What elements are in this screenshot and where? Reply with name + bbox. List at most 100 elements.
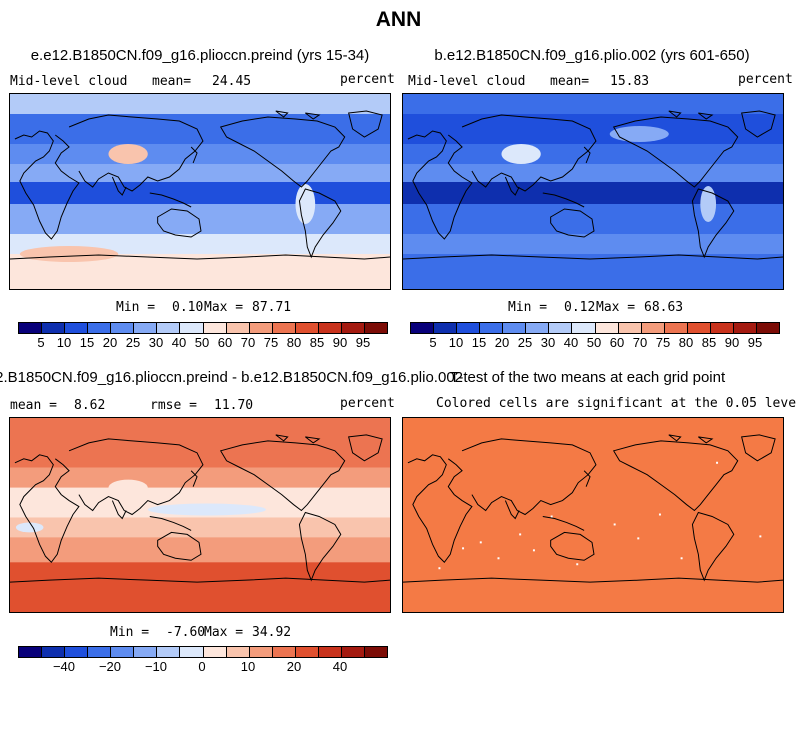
colorbar-swatch <box>157 647 181 657</box>
panel3-title-text: e.e12.B1850CN.f09_g16.plioccn.preind - b… <box>0 369 463 386</box>
colorbar-tick-label: 80 <box>286 335 302 350</box>
colorbar-swatch <box>134 323 158 333</box>
colorbar-tick-label: 20 <box>102 335 118 350</box>
panel1-map <box>9 93 391 290</box>
colorbar-tick-label: 25 <box>517 335 533 350</box>
panel1-mean-label: mean= <box>152 74 192 89</box>
colorbar-tick-label: 50 <box>586 335 602 350</box>
colorbar-tick-label: 20 <box>286 659 302 674</box>
colorbar-tick-label: 70 <box>632 335 648 350</box>
colorbar-swatch <box>249 647 273 657</box>
colorbar-swatch <box>111 323 135 333</box>
colorbar-tick-label: −20 <box>98 659 122 674</box>
colorbar-swatch <box>526 323 550 333</box>
panel3-title: e.e12.B1850CN.f09_g16.plioccn.preind - b… <box>0 369 463 386</box>
colorbar-swatch <box>42 323 66 333</box>
colorbar-swatch <box>618 323 642 333</box>
panel3-mean-label: mean = <box>10 398 57 413</box>
panel2-units: percent <box>738 72 793 87</box>
colorbar-tick-label: 20 <box>494 335 510 350</box>
colorbar-tick-label: 60 <box>609 335 625 350</box>
colorbar-tick-label: 80 <box>678 335 694 350</box>
colorbar-swatch <box>480 323 504 333</box>
panel2-title: b.e12.B1850CN.f09_g16.plio.002 (yrs 601-… <box>434 47 750 64</box>
panel3-mean-value: 8.62 <box>74 398 106 413</box>
colorbar-swatch <box>572 323 596 333</box>
panel1-title: e.e12.B1850CN.f09_g16.plioccn.preind (yr… <box>30 47 370 64</box>
panel2-min-value: 0.12 <box>564 300 596 315</box>
colorbar-swatch <box>756 323 779 333</box>
panel3-max-label: Max = <box>204 625 244 640</box>
colorbar-tick-label: 10 <box>56 335 72 350</box>
colorbar-tick-label: 40 <box>563 335 579 350</box>
panel3-rmse-value: 11.70 <box>214 398 254 413</box>
colorbar-tick-label: 10 <box>240 659 256 674</box>
panel1-max-label: Max = <box>204 300 244 315</box>
panel1-colorbar <box>18 322 388 334</box>
panel3-colorbar <box>18 646 388 658</box>
colorbar-tick-label: 10 <box>448 335 464 350</box>
colorbar-tick-label: −10 <box>144 659 168 674</box>
colorbar-tick-label: 40 <box>332 659 348 674</box>
colorbar-tick-label: 5 <box>429 335 437 350</box>
colorbar-swatch <box>434 323 458 333</box>
panel2-mean-label: mean= <box>550 74 590 89</box>
colorbar-tick-label: 15 <box>471 335 487 350</box>
panel2-field-label: Mid-level cloud <box>408 74 526 89</box>
colorbar-tick-label: 60 <box>217 335 233 350</box>
colorbar-swatch <box>42 647 66 657</box>
colorbar-swatch <box>318 323 342 333</box>
colorbar-swatch <box>595 323 619 333</box>
colorbar-tick-label: 90 <box>332 335 348 350</box>
colorbar-tick-label: 95 <box>747 335 763 350</box>
panel2-colorbar <box>410 322 780 334</box>
colorbar-swatch <box>88 323 112 333</box>
colorbar-tick-label: 40 <box>171 335 187 350</box>
panel3-units: percent <box>340 396 395 411</box>
panel1-min-label: Min = <box>116 300 156 315</box>
colorbar-swatch <box>341 647 365 657</box>
panel4-title: T-test of the two means at each grid poi… <box>450 369 726 386</box>
colorbar-swatch <box>364 647 387 657</box>
colorbar-tick-label: 30 <box>540 335 556 350</box>
colorbar-tick-label: 95 <box>355 335 371 350</box>
panel3-min-value: -7.60 <box>166 625 206 640</box>
colorbar-swatch <box>364 323 387 333</box>
colorbar-swatch <box>111 647 135 657</box>
colorbar-swatch <box>549 323 573 333</box>
colorbar-swatch <box>272 647 296 657</box>
colorbar-swatch <box>180 647 204 657</box>
colorbar-swatch <box>180 323 204 333</box>
colorbar-swatch <box>226 647 250 657</box>
colorbar-swatch <box>710 323 734 333</box>
panel1-units: percent <box>340 72 395 87</box>
colorbar-tick-label: 0 <box>198 659 206 674</box>
colorbar-tick-label: 15 <box>79 335 95 350</box>
panel2-max-label: Max = <box>596 300 636 315</box>
main-title: ANN <box>375 8 422 31</box>
colorbar-tick-label: 30 <box>148 335 164 350</box>
panel4-map <box>402 417 784 613</box>
panel1-colorbar-ticks: 5 10 15 20 25 30 40 50 60 70 75 80 85 90 95 <box>18 335 386 351</box>
colorbar-swatch <box>411 323 435 333</box>
colorbar-tick-label: 85 <box>309 335 325 350</box>
colorbar-swatch <box>157 323 181 333</box>
colorbar-swatch <box>457 323 481 333</box>
colorbar-swatch <box>19 323 43 333</box>
colorbar-swatch <box>641 323 665 333</box>
panel3-min-label: Min = <box>110 625 150 640</box>
colorbar-swatch <box>733 323 757 333</box>
panel1-mean-value: 24.45 <box>212 74 252 89</box>
colorbar-tick-label: 25 <box>125 335 141 350</box>
panel3-rmse-label: rmse = <box>150 398 197 413</box>
colorbar-swatch <box>272 323 296 333</box>
colorbar-swatch <box>226 323 250 333</box>
panel2-min-label: Min = <box>508 300 548 315</box>
colorbar-swatch <box>318 647 342 657</box>
panel2-colorbar-ticks: 5 10 15 20 25 30 40 50 60 70 75 80 85 90 95 <box>410 335 778 351</box>
panel3-map <box>9 417 391 613</box>
colorbar-swatch <box>88 647 112 657</box>
colorbar-swatch <box>65 323 89 333</box>
colorbar-tick-label: 5 <box>37 335 45 350</box>
colorbar-swatch <box>295 647 319 657</box>
